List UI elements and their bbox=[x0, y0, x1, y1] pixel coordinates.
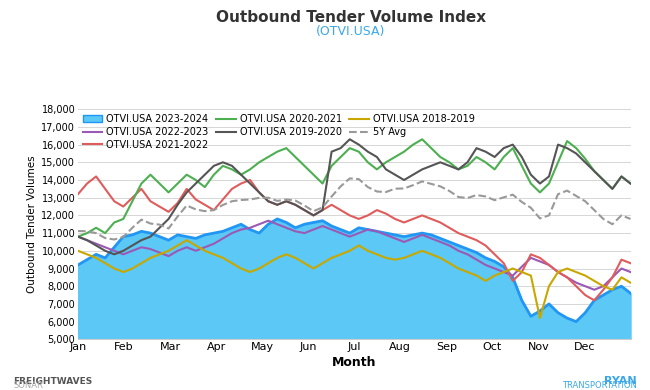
Text: FREIGHTWAVES: FREIGHTWAVES bbox=[13, 377, 92, 386]
Legend: OTVI.USA 2023-2024, OTVI.USA 2022-2023, OTVI.USA 2021-2022, OTVI.USA 2020-2021, : OTVI.USA 2023-2024, OTVI.USA 2022-2023, … bbox=[83, 114, 474, 150]
Text: RYAN: RYAN bbox=[604, 376, 637, 386]
Text: TRANSPORTATION: TRANSPORTATION bbox=[562, 381, 637, 390]
Text: (OTVI.USA): (OTVI.USA) bbox=[317, 25, 385, 38]
Y-axis label: Outbound Tender Volumes: Outbound Tender Volumes bbox=[27, 156, 37, 293]
Text: SONAR: SONAR bbox=[13, 381, 43, 390]
Text: Outbound Tender Volume Index: Outbound Tender Volume Index bbox=[216, 10, 486, 25]
X-axis label: Month: Month bbox=[332, 356, 376, 369]
